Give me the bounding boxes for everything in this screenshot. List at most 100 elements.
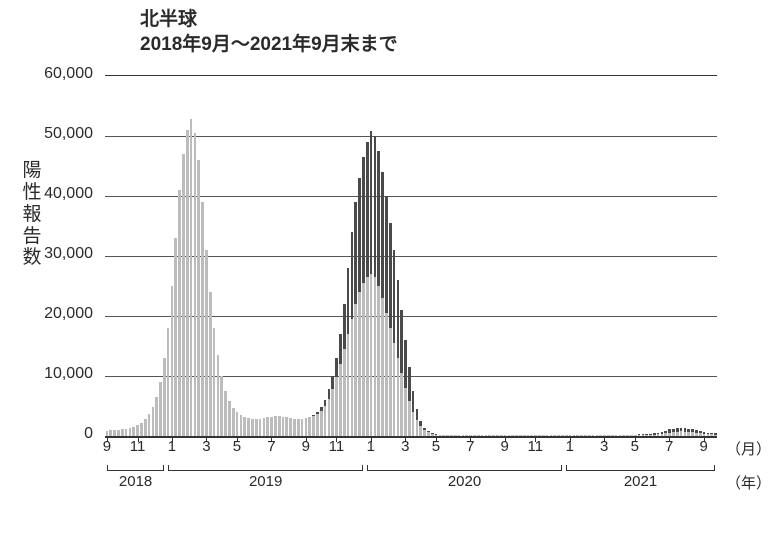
bar-front xyxy=(144,419,147,436)
bar-front xyxy=(263,418,266,436)
bar-front xyxy=(645,435,648,436)
bar-front xyxy=(190,119,193,436)
bar-front xyxy=(232,408,235,436)
bar-front xyxy=(289,418,292,436)
year-label: 2021 xyxy=(624,473,657,490)
bar-front xyxy=(515,435,518,436)
bar-front xyxy=(542,435,545,436)
bar-front xyxy=(155,397,158,436)
bar-front xyxy=(320,411,323,436)
bar-front xyxy=(695,433,698,436)
bar-front xyxy=(565,435,568,436)
bar-front xyxy=(676,432,679,436)
bar-front xyxy=(687,432,690,436)
bar-front xyxy=(374,277,377,436)
bar-front xyxy=(117,430,120,436)
bar-front xyxy=(714,435,717,436)
bar-front xyxy=(408,401,411,436)
bar-front xyxy=(197,160,200,436)
bar-front xyxy=(427,432,430,436)
bar-front xyxy=(186,130,189,436)
bars-group xyxy=(105,76,717,436)
chart-title-line2: 2018年9月～2021年9月末まで xyxy=(140,33,398,58)
bar-front xyxy=(707,434,710,436)
bar-front xyxy=(488,435,491,436)
bar-front xyxy=(611,435,614,436)
x-axis-month-labels: 9111357911135791113579 xyxy=(105,438,717,464)
bar-front xyxy=(182,154,185,436)
bar-front xyxy=(596,435,599,436)
bar-front xyxy=(419,426,422,436)
y-tick-label: 10,000 xyxy=(0,365,93,383)
bar-front xyxy=(347,334,350,436)
bar-front xyxy=(247,418,250,436)
bar-front xyxy=(684,432,687,436)
bar-front xyxy=(366,277,369,436)
bar-front xyxy=(209,292,212,436)
month-label: 3 xyxy=(202,438,210,455)
month-label: 1 xyxy=(168,438,176,455)
month-label: 5 xyxy=(432,438,440,455)
chart-title-line1: 北半球 xyxy=(140,8,398,33)
bar-front xyxy=(339,364,342,436)
month-label: 9 xyxy=(103,438,111,455)
bar-front xyxy=(404,388,407,436)
bar-front xyxy=(136,425,139,436)
bar-front xyxy=(240,415,243,436)
bar-front xyxy=(351,319,354,436)
bar-front xyxy=(523,435,526,436)
bar-front xyxy=(580,435,583,436)
bar-front xyxy=(354,304,357,436)
bar-front xyxy=(148,414,151,436)
year-segment: 2021 xyxy=(566,470,715,499)
bar-front xyxy=(576,435,579,436)
y-tick-label: 20,000 xyxy=(0,305,93,323)
bar-front xyxy=(159,382,162,436)
plot-area xyxy=(105,75,717,438)
x-axis-month-unit: （月） xyxy=(726,438,768,459)
bar-front xyxy=(546,435,549,436)
bar-front xyxy=(324,406,327,436)
bar-front xyxy=(680,431,683,436)
bar-front xyxy=(557,435,560,436)
year-label: 2019 xyxy=(249,473,282,490)
bar-front xyxy=(132,427,135,436)
x-axis-year-unit: （年） xyxy=(726,472,768,493)
month-label: 11 xyxy=(130,438,146,455)
bar-front xyxy=(278,416,281,436)
bar-front xyxy=(664,433,667,436)
bar-front xyxy=(485,435,488,436)
bar-front xyxy=(527,435,530,436)
x-axis-year-segments: 2018201920202021 xyxy=(105,470,717,510)
bar-front xyxy=(500,435,503,436)
bar-front xyxy=(385,313,388,436)
bar-front xyxy=(389,328,392,436)
bar-front xyxy=(274,416,277,436)
bar-front xyxy=(285,417,288,436)
bar-front xyxy=(125,429,128,436)
bar-front xyxy=(550,435,553,436)
bar-front xyxy=(691,432,694,436)
bar-front xyxy=(519,435,522,436)
month-label: 1 xyxy=(367,438,375,455)
bar-front xyxy=(343,349,346,436)
bar-front xyxy=(270,417,273,436)
bar-front xyxy=(511,435,514,436)
chart-title: 北半球 2018年9月～2021年9月末まで xyxy=(140,8,398,57)
bar-front xyxy=(446,435,449,436)
bar-front xyxy=(622,435,625,436)
bar-front xyxy=(140,423,143,436)
bar-front xyxy=(331,389,334,436)
bar-front xyxy=(251,419,254,436)
bar-front xyxy=(412,412,415,436)
bar-front xyxy=(163,358,166,436)
bar-front xyxy=(358,292,361,436)
bar-front xyxy=(508,435,511,436)
bar-front xyxy=(561,435,564,436)
month-label: 5 xyxy=(631,438,639,455)
bar-front xyxy=(335,377,338,436)
bar-front xyxy=(699,433,702,436)
bar-front xyxy=(167,328,170,436)
month-label: 9 xyxy=(501,438,509,455)
bar-front xyxy=(465,435,468,436)
